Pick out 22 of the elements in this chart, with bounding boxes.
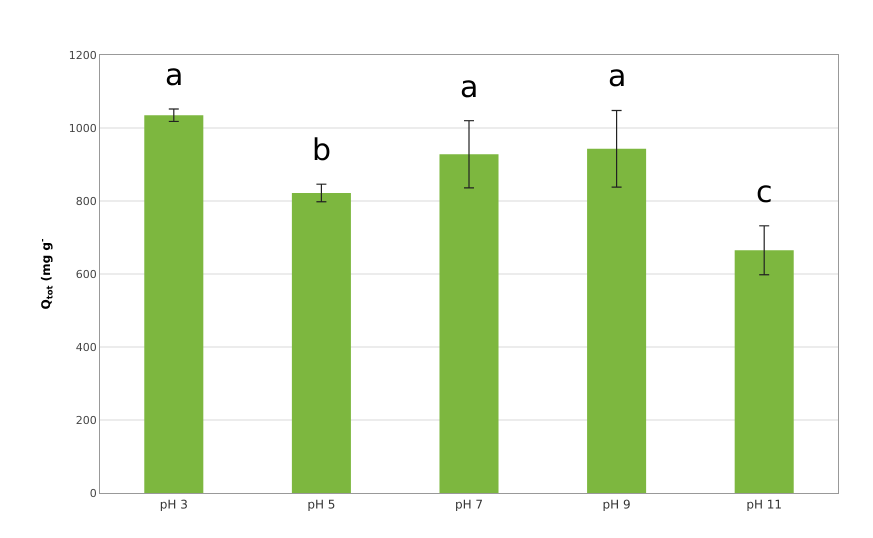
- y-tick-label: 400: [76, 340, 97, 354]
- y-tick-label: 0: [90, 486, 97, 500]
- bar: [292, 192, 351, 493]
- y-tick-label: 800: [76, 194, 97, 208]
- x-tick-label: pH 3: [160, 497, 188, 512]
- y-tick-label: 1200: [68, 48, 97, 62]
- annotation: a: [165, 58, 184, 93]
- y-tick-label: 1000: [68, 122, 97, 135]
- bar: [734, 250, 794, 493]
- bar: [587, 148, 646, 493]
- annotation: c: [756, 175, 772, 210]
- x-tick-label: pH 9: [602, 497, 631, 512]
- x-tick-label: pH 11: [746, 497, 782, 512]
- x-tick-label: pH 5: [307, 497, 336, 512]
- annotation: a: [608, 59, 626, 94]
- x-tick-label: pH 7: [454, 497, 484, 512]
- bar: [144, 115, 204, 493]
- y-tick-label: 600: [76, 268, 97, 281]
- annotation: a: [460, 70, 478, 105]
- annotation: b: [312, 133, 332, 168]
- bar: [439, 154, 499, 493]
- y-tick-label: 200: [76, 414, 97, 427]
